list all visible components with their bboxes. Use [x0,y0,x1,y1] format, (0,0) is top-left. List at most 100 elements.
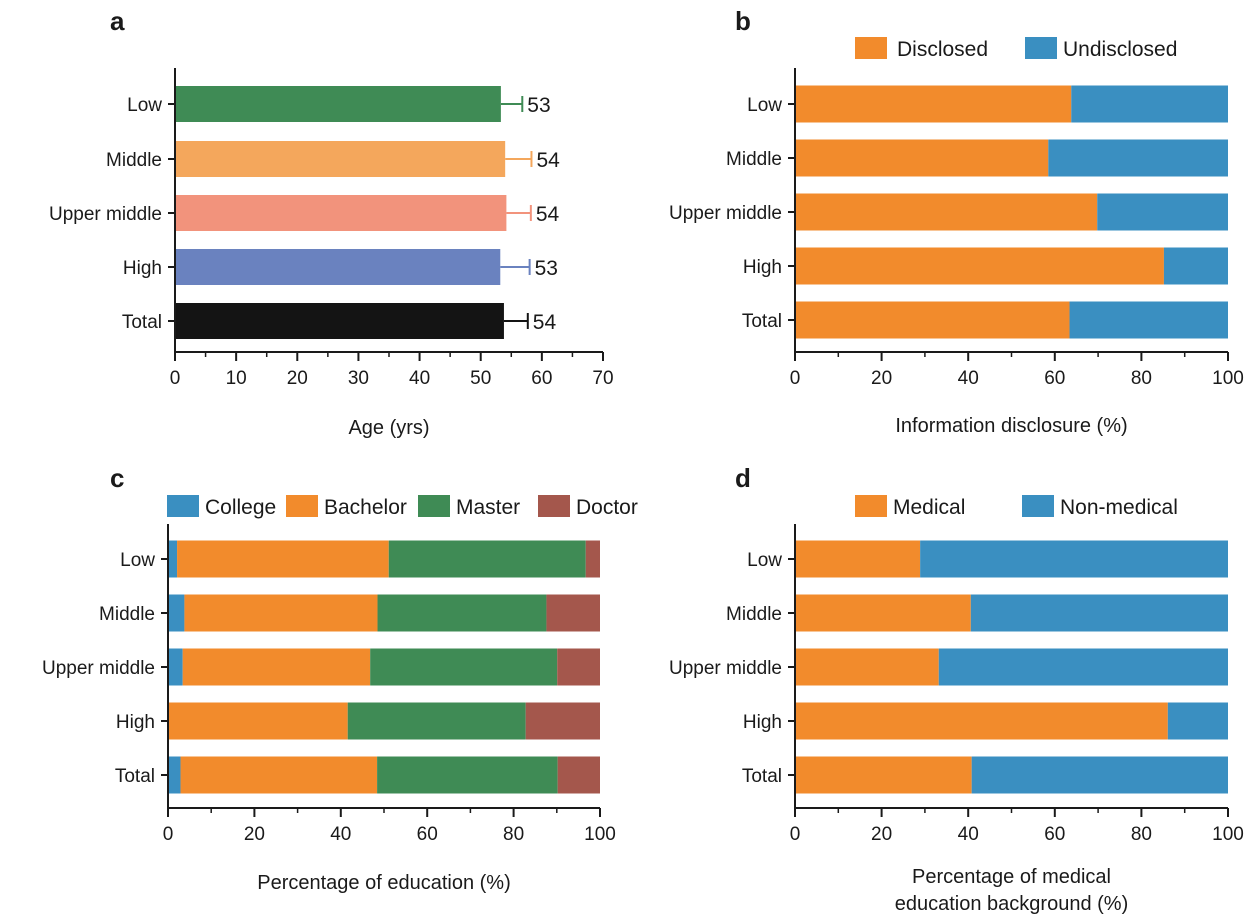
x-axis-label: Information disclosure (%) [895,415,1127,437]
x-tick-label: 100 [584,824,616,845]
bar-non-medical-middle [970,594,1228,632]
bar-bachelor-high [168,702,348,740]
panel-letter-d: d [735,463,751,493]
bar-undisclosed-low [1071,85,1228,123]
x-tick-label: 20 [244,824,265,845]
bar-bachelor-upper-middle [182,648,371,686]
legend-swatch-non-medical [1022,495,1054,517]
legend-swatch-disclosed [855,37,887,59]
legend-label-bachelor: Bachelor [324,496,407,519]
bar-high [175,249,501,285]
bar-undisclosed-total [1069,301,1228,339]
y-tick-label: Low [120,550,155,571]
legend-label-medical: Medical [893,496,965,519]
y-tick-label: Low [747,550,782,571]
y-tick-label: High [123,258,162,279]
bar-non-medical-upper-middle [938,648,1228,686]
bar-college-middle [168,594,185,632]
x-axis-label: Age (yrs) [348,417,429,439]
x-tick-label: 60 [417,824,438,845]
bar-doctor-upper-middle [557,648,600,686]
x-tick-label: 50 [470,368,491,389]
bar-disclosed-total [795,301,1070,339]
legend-swatch-bachelor [286,495,318,517]
bar-non-medical-total [971,756,1228,794]
bar-master-total [377,756,558,794]
bar-middle [175,141,506,177]
bar-master-middle [377,594,547,632]
y-tick-label: Middle [106,150,162,171]
x-axis-label: education background (%) [895,893,1128,915]
x-tick-label: 20 [871,824,892,845]
panel-a: a 53 Low 54 Middle 54 Upper middle 53 High 54 Tota… [49,6,614,439]
data-label-middle: 54 [536,149,560,172]
x-tick-label: 60 [531,368,552,389]
bar-disclosed-upper-middle [795,193,1098,231]
legend-label-master: Master [456,496,520,519]
bar-bachelor-low [177,540,389,578]
legend-swatch-doctor [538,495,570,517]
y-tick-label: Middle [726,149,782,170]
x-tick-label: 80 [503,824,524,845]
bar-medical-upper-middle [795,648,939,686]
data-label-high: 53 [535,257,558,280]
x-tick-label: 0 [790,824,801,845]
bar-master-upper-middle [370,648,558,686]
x-tick-label: 40 [958,824,979,845]
bar-medical-high [795,702,1168,740]
data-label-low: 53 [527,94,550,117]
bar-doctor-low [585,540,600,578]
y-tick-label: Upper middle [669,658,782,679]
bar-undisclosed-high [1163,247,1228,285]
x-tick-label: 80 [1131,824,1152,845]
bar-low [175,86,501,122]
y-tick-label: Upper middle [49,204,162,225]
bar-non-medical-high [1167,702,1228,740]
x-tick-label: 40 [330,824,351,845]
x-tick-label: 100 [1212,368,1244,389]
bar-doctor-total [557,756,600,794]
y-tick-label: Total [115,766,155,787]
y-tick-label: Low [747,95,782,116]
x-tick-label: 60 [1044,368,1065,389]
legend-label-undisclosed: Undisclosed [1063,38,1177,61]
bar-doctor-high [525,702,600,740]
x-tick-label: 0 [790,368,801,389]
bar-master-high [347,702,526,740]
bar-doctor-middle [546,594,600,632]
bar-upper-middle [175,195,507,231]
y-tick-label: High [116,712,155,733]
bar-undisclosed-upper-middle [1097,193,1228,231]
y-tick-label: Upper middle [42,658,155,679]
bar-medical-total [795,756,972,794]
bar-bachelor-total [180,756,378,794]
y-tick-label: Middle [99,604,155,625]
legend-swatch-medical [855,495,887,517]
bar-medical-middle [795,594,971,632]
bar-college-low [168,540,178,578]
data-label-total: 54 [533,311,557,334]
bar-total [175,303,504,339]
bar-undisclosed-middle [1048,139,1228,177]
legend-label-college: College [205,496,276,519]
y-tick-label: Total [742,766,782,787]
x-axis-label: Percentage of education (%) [257,872,511,894]
y-tick-label: Upper middle [669,203,782,224]
bar-medical-low [795,540,921,578]
legend-swatch-college [167,495,199,517]
bar-bachelor-middle [184,594,378,632]
x-tick-label: 20 [287,368,308,389]
y-tick-label: Total [742,311,782,332]
panel-b: b Low Middle Upper middle High Total 0 20 40 60 80… [669,6,1244,437]
x-tick-label: 70 [592,368,613,389]
panel-d: d Low Middle Upper middle High Total 0 20 40 60 80… [669,463,1244,915]
y-tick-label: Low [127,95,162,116]
y-tick-label: High [743,712,782,733]
x-tick-label: 0 [163,824,174,845]
bar-master-low [388,540,586,578]
x-tick-label: 0 [170,368,181,389]
bar-non-medical-low [920,540,1228,578]
y-tick-label: High [743,257,782,278]
x-tick-label: 100 [1212,824,1244,845]
